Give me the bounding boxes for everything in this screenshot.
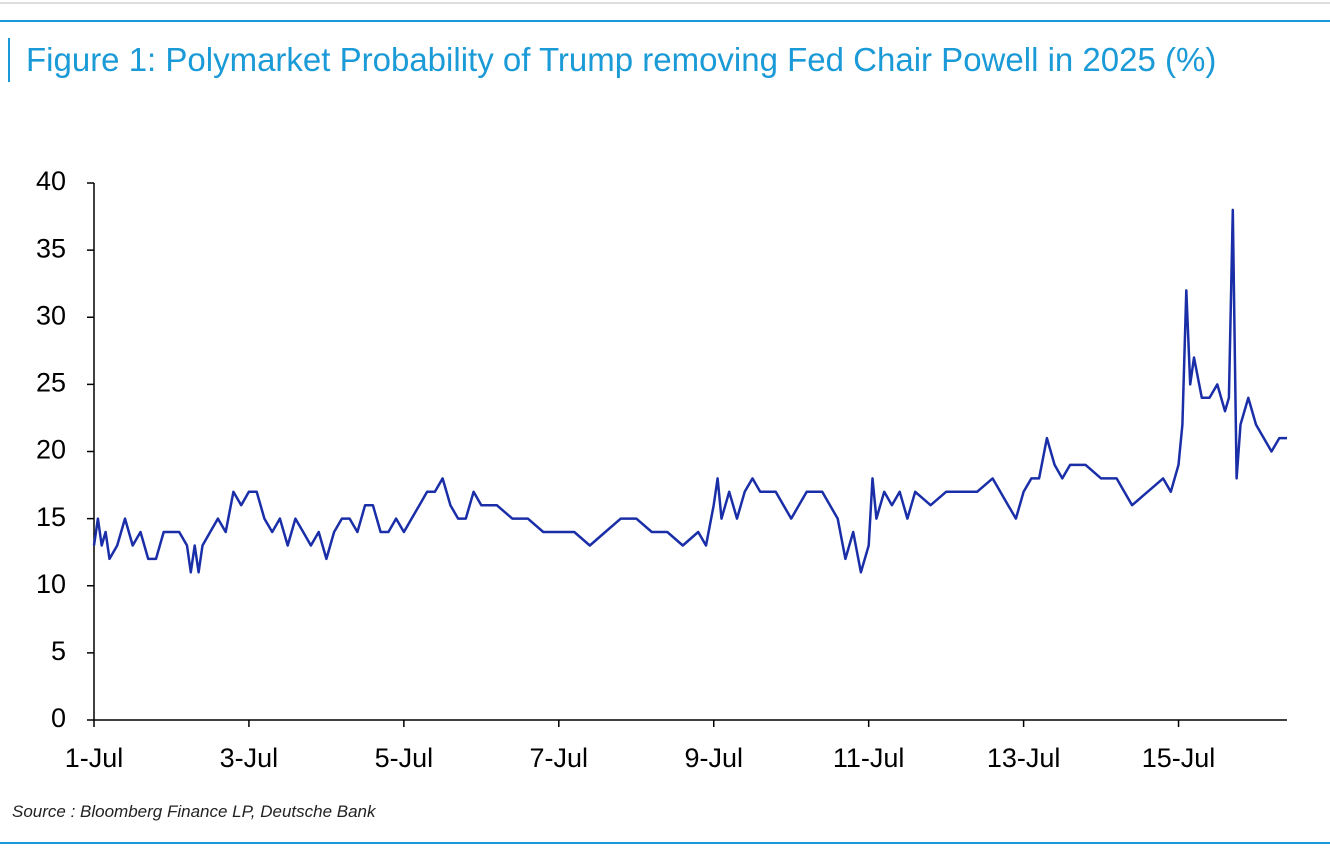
x-tick-label: 11-Jul xyxy=(833,743,905,773)
y-tick-label: 40 xyxy=(36,166,66,196)
title-rule xyxy=(0,20,1330,22)
bottom-rule xyxy=(0,842,1330,844)
data-line xyxy=(92,208,1287,574)
x-tick-label: 3-Jul xyxy=(220,743,279,773)
y-tick-label: 10 xyxy=(36,569,66,599)
x-tick-label: 9-Jul xyxy=(684,743,743,773)
chart-title: Figure 1: Polymarket Probability of Trum… xyxy=(8,38,1326,82)
x-tick-label: 5-Jul xyxy=(375,743,434,773)
x-tick-label: 1-Jul xyxy=(65,743,124,773)
y-tick-label: 25 xyxy=(36,368,66,398)
x-tick-label: 7-Jul xyxy=(530,743,589,773)
chart: 0 5 10 15 20 25 30 35 40 1-Jul 3-Jul 5-Jul 7-Jul 9-Ju… xyxy=(36,166,1287,773)
y-tick-label: 15 xyxy=(36,502,66,532)
y-tick-label: 30 xyxy=(36,300,66,330)
y-tick-label: 0 xyxy=(51,703,66,733)
top-rule xyxy=(0,2,1330,4)
source: Source : Bloomberg Finance LP, Deutsche … xyxy=(12,802,376,821)
y-tick-label: 35 xyxy=(36,233,66,263)
x-tick-label: 15-Jul xyxy=(1142,743,1216,773)
y-tick-label: 5 xyxy=(51,636,66,666)
x-tick-label: 13-Jul xyxy=(987,743,1061,773)
y-tick-label: 20 xyxy=(36,435,66,465)
